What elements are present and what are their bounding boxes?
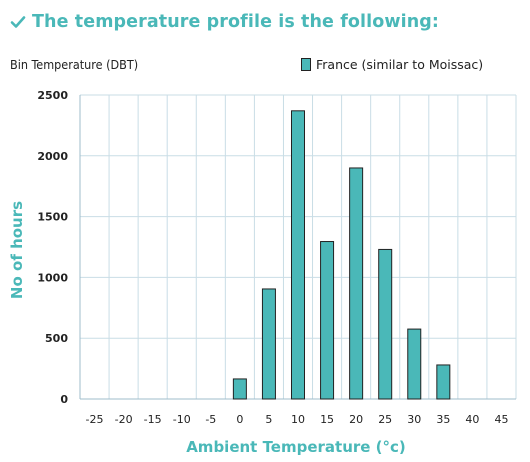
x-tick-label: 35	[436, 413, 450, 426]
x-tick-label: 30	[407, 413, 421, 426]
x-tick-label: -5	[205, 413, 216, 426]
bar	[320, 241, 335, 400]
page-title: The temperature profile is the following…	[32, 12, 440, 32]
bar	[378, 248, 393, 400]
legend-label: France (similar to Moissac)	[316, 57, 484, 72]
x-tick-label: 40	[465, 413, 479, 426]
x-tick-label: -15	[144, 413, 162, 426]
check-icon	[10, 16, 26, 28]
bar	[232, 378, 247, 400]
chart-title: Bin Temperature (DBT)	[10, 57, 139, 72]
x-tick-label: -25	[86, 413, 104, 426]
x-tick-label: 20	[349, 413, 363, 426]
x-tick-label: 0	[236, 413, 243, 426]
x-tick-label: 5	[265, 413, 272, 426]
y-axis-title: No of hours	[8, 201, 26, 299]
y-tick-label: 0	[60, 393, 68, 406]
x-axis-title: Ambient Temperature (°c)	[186, 438, 406, 456]
bar	[349, 167, 364, 400]
x-tick-label: 45	[494, 413, 508, 426]
y-tick-label: 500	[45, 332, 68, 345]
x-tick-label: -20	[115, 413, 133, 426]
x-tick-label: 25	[378, 413, 392, 426]
chart-legend: France (similar to Moissac)	[301, 57, 483, 72]
y-tick-label: 1000	[37, 271, 68, 284]
page-heading: The temperature profile is the following…	[10, 9, 439, 35]
bar	[407, 328, 422, 400]
y-tick-label: 2500	[37, 89, 68, 102]
y-tick-label: 1500	[37, 211, 68, 224]
legend-swatch	[301, 58, 311, 71]
bar	[436, 364, 451, 400]
bar	[261, 288, 276, 400]
x-tick-label: -10	[173, 413, 191, 426]
y-tick-label: 2000	[37, 150, 68, 163]
x-tick-label: 10	[291, 413, 305, 426]
bar	[291, 110, 305, 400]
x-tick-label: 15	[320, 413, 334, 426]
